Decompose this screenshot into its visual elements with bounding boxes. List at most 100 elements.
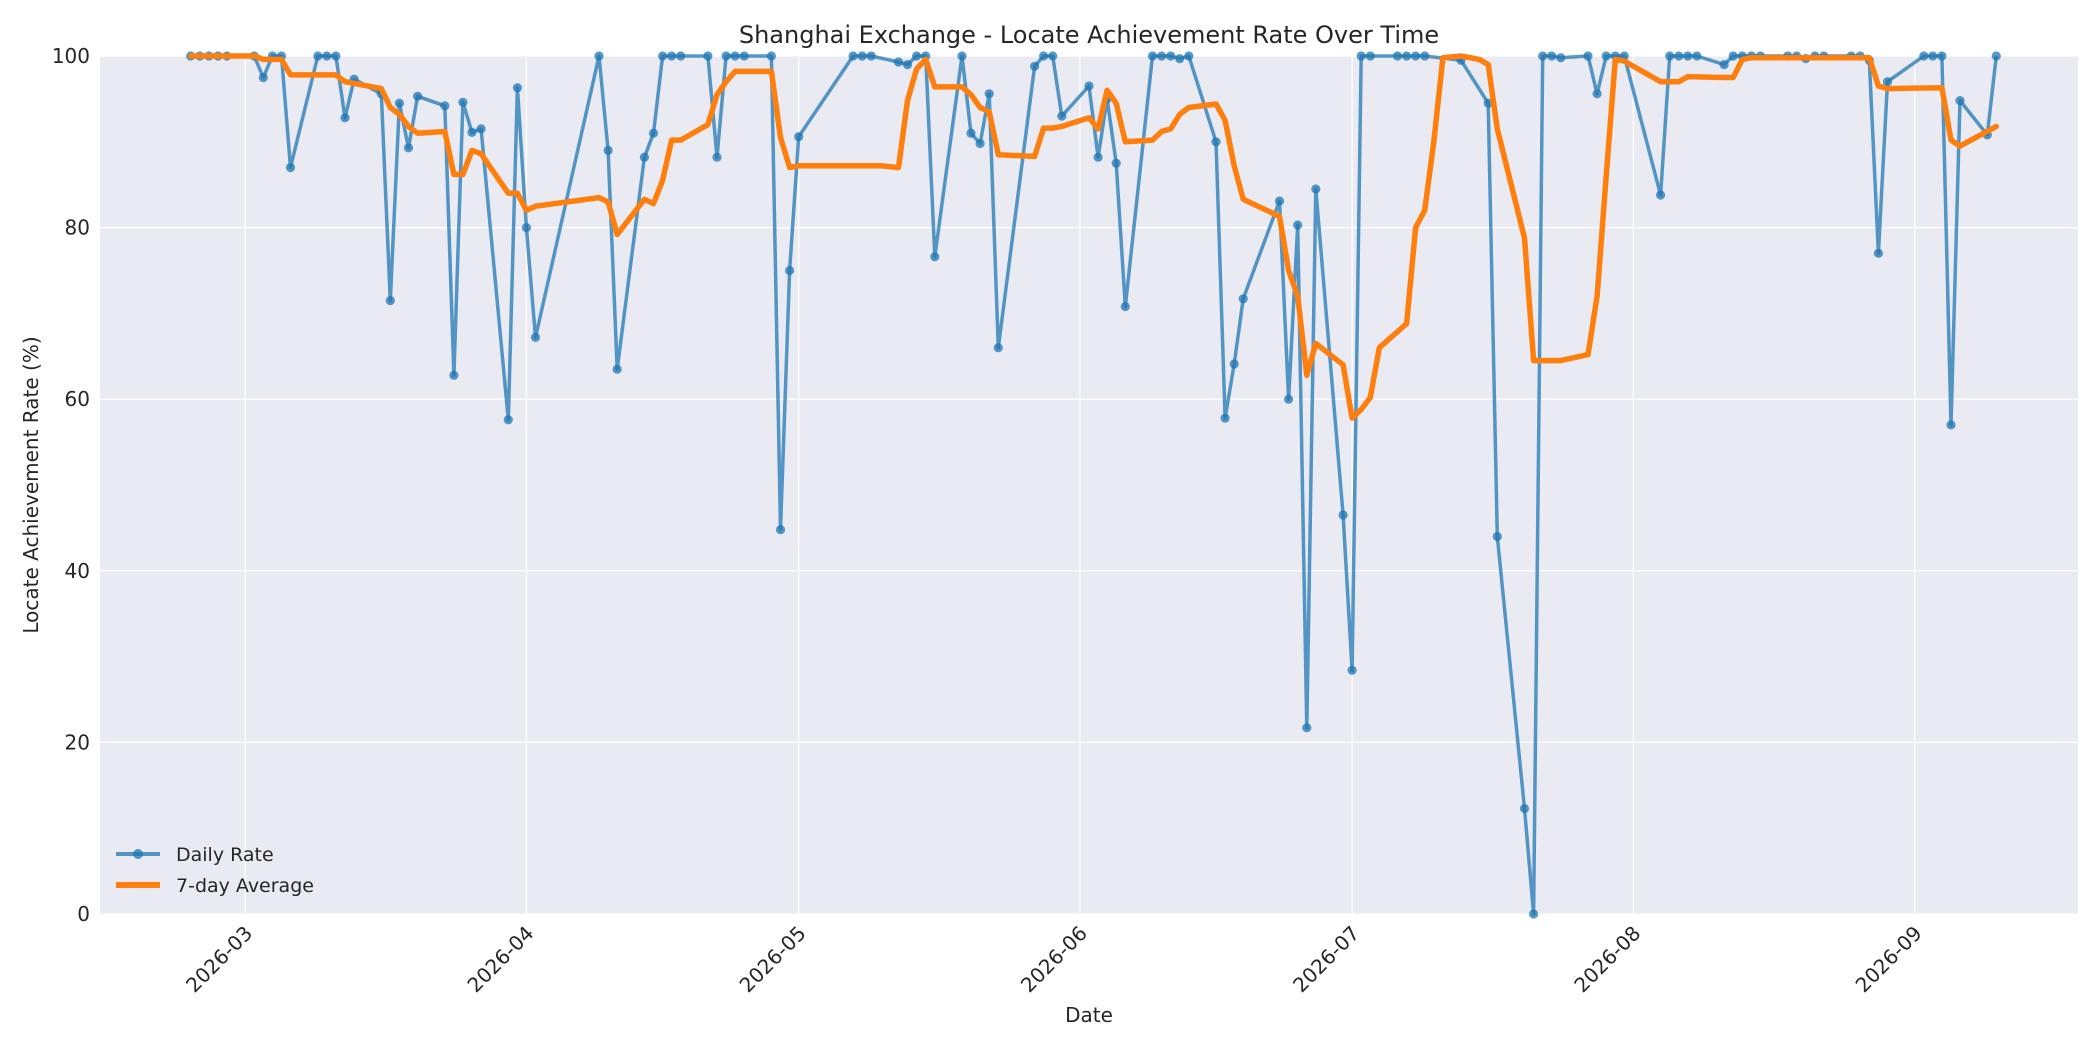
daily-rate-point xyxy=(385,295,395,306)
daily-rate-point xyxy=(1556,53,1566,63)
daily-rate-point xyxy=(1928,51,1938,61)
daily-rate-point xyxy=(458,97,468,107)
daily-rate-point xyxy=(1683,51,1693,61)
daily-rate-point xyxy=(1411,51,1421,61)
daily-rate-point xyxy=(658,51,668,61)
daily-rate-point xyxy=(340,113,350,123)
daily-rate-point xyxy=(530,332,541,342)
daily-rate-point xyxy=(331,51,341,61)
daily-rate-point xyxy=(1955,96,1965,106)
daily-rate-point xyxy=(1547,51,1557,61)
daily-rate-point xyxy=(603,145,613,155)
daily-rate-point xyxy=(1356,51,1366,61)
plot-area xyxy=(100,56,2078,914)
y-tick-label: 100 xyxy=(52,44,90,68)
daily-rate-point xyxy=(1030,61,1040,71)
daily-rate-point xyxy=(930,252,940,262)
daily-rate-point xyxy=(394,98,404,108)
y-tick-label: 0 xyxy=(77,902,90,926)
daily-rate-point xyxy=(703,51,713,61)
daily-rate-point xyxy=(794,132,804,142)
chart-title: Shanghai Exchange - Locate Achievement R… xyxy=(739,21,1439,49)
daily-rate-point xyxy=(413,91,423,101)
daily-rate-point xyxy=(512,83,523,93)
daily-rate-point xyxy=(1991,51,2001,61)
daily-rate-point xyxy=(993,343,1003,353)
legend-daily-marker xyxy=(133,849,143,859)
daily-rate-point xyxy=(1039,51,1049,61)
y-tick-label: 20 xyxy=(65,730,90,754)
daily-rate-point xyxy=(893,57,904,67)
daily-rate-point xyxy=(721,51,731,61)
y-axis-title: Locate Achievement Rate (%) xyxy=(19,336,43,633)
daily-rate-point xyxy=(1583,51,1593,61)
daily-rate-point xyxy=(1311,184,1321,194)
daily-rate-point xyxy=(322,51,332,61)
daily-rate-point xyxy=(1274,196,1285,206)
daily-rate-point xyxy=(848,51,858,61)
daily-rate-point xyxy=(1946,420,1956,430)
legend-avg-label: 7-day Average xyxy=(176,875,314,897)
daily-rate-point xyxy=(957,51,967,61)
daily-rate-point xyxy=(1302,723,1312,733)
daily-rate-point xyxy=(612,364,622,374)
daily-rate-point xyxy=(1057,111,1067,121)
daily-rate-point xyxy=(1919,51,1929,61)
daily-rate-point xyxy=(1674,51,1684,61)
daily-rate-point xyxy=(912,51,922,61)
daily-rate-point xyxy=(1882,77,1893,87)
daily-rate-point xyxy=(1229,359,1239,369)
daily-rate-point xyxy=(1601,51,1611,61)
series-layer xyxy=(186,51,2001,919)
x-axis-title: Date xyxy=(1065,1003,1113,1027)
daily-rate-point xyxy=(730,51,740,61)
daily-rate-line xyxy=(190,54,1999,916)
daily-rate-point xyxy=(1284,394,1294,404)
daily-rate-point xyxy=(1665,51,1675,61)
daily-rate-point xyxy=(1392,51,1403,61)
daily-rate-point xyxy=(1147,51,1158,61)
daily-rate-point xyxy=(1338,510,1348,520)
daily-rate-point xyxy=(503,415,513,425)
daily-rate-point xyxy=(1937,51,1947,61)
daily-rate-point xyxy=(1365,51,1375,61)
daily-rate-point xyxy=(866,51,876,61)
daily-rate-point xyxy=(1093,152,1103,162)
daily-rate-point xyxy=(739,51,749,61)
daily-rate-point xyxy=(975,138,985,149)
daily-rate-point xyxy=(476,124,486,134)
daily-rate-point xyxy=(1529,909,1539,919)
daily-rate-point xyxy=(1084,81,1094,91)
daily-rate-point xyxy=(313,51,323,61)
daily-rate-point xyxy=(1402,51,1412,61)
daily-rate-point xyxy=(766,51,777,61)
daily-rate-point xyxy=(1347,665,1357,675)
y-tick-label: 60 xyxy=(65,387,90,411)
daily-rate-point xyxy=(1120,301,1130,312)
daily-rate-point xyxy=(521,223,532,233)
daily-rate-point xyxy=(984,89,994,99)
daily-rate-point xyxy=(1111,158,1121,168)
daily-rate-point xyxy=(1048,51,1058,61)
daily-rate-point xyxy=(467,127,477,137)
daily-rate-point xyxy=(285,162,296,173)
y-tick-label: 40 xyxy=(65,559,90,583)
daily-rate-point xyxy=(1492,531,1502,542)
daily-rate-point xyxy=(966,128,976,138)
daily-rate-point xyxy=(1719,60,1729,70)
daily-rate-point xyxy=(449,370,459,380)
daily-rate-point xyxy=(1157,51,1167,61)
legend: Daily Rate 7-day Average xyxy=(116,844,314,897)
daily-rate-point xyxy=(440,101,450,111)
daily-rate-point xyxy=(1211,137,1221,147)
daily-rate-point xyxy=(1656,190,1666,200)
daily-rate-point xyxy=(1728,51,1738,61)
daily-rate-point xyxy=(676,51,686,61)
daily-rate-point xyxy=(1692,51,1702,61)
daily-rate-point xyxy=(648,128,659,138)
daily-rate-point xyxy=(857,51,867,61)
daily-rate-point xyxy=(639,152,650,162)
y-tick-label: 80 xyxy=(65,216,90,240)
seven-day-average-line xyxy=(187,53,2000,421)
